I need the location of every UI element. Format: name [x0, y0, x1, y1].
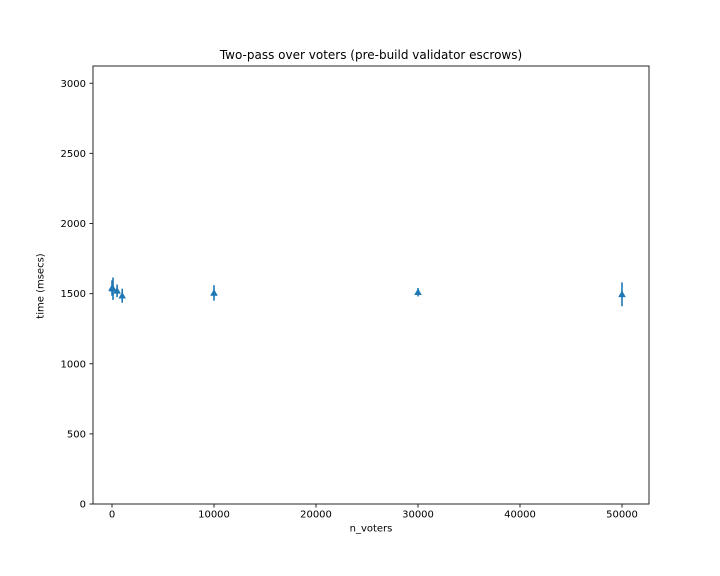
y-tick-label: 2500 — [61, 149, 86, 160]
chart-title: Two-pass over voters (pre-build validato… — [219, 48, 523, 62]
y-tick-label: 3000 — [61, 79, 86, 90]
data-point-marker — [113, 287, 121, 294]
x-tick-label: 50000 — [606, 510, 638, 521]
x-tick-label: 30000 — [402, 510, 434, 521]
y-tick-label: 2000 — [61, 219, 86, 230]
x-tick-label: 0 — [109, 510, 115, 521]
data-point-marker — [118, 291, 127, 299]
y-tick-label: 0 — [80, 500, 86, 511]
y-tick-label: 1000 — [61, 359, 86, 370]
x-axis-label: n_voters — [349, 523, 393, 535]
y-tick-label: 500 — [67, 429, 86, 440]
data-point-marker — [109, 284, 117, 292]
data-point-marker — [618, 290, 626, 298]
x-tick-label: 10000 — [198, 510, 230, 521]
y-tick-label: 1500 — [61, 289, 86, 300]
x-tick-label: 40000 — [504, 510, 536, 521]
plot-border — [92, 65, 650, 505]
x-tick-label: 20000 — [300, 510, 332, 521]
data-point-marker — [414, 288, 422, 296]
data-point-marker — [210, 289, 218, 296]
